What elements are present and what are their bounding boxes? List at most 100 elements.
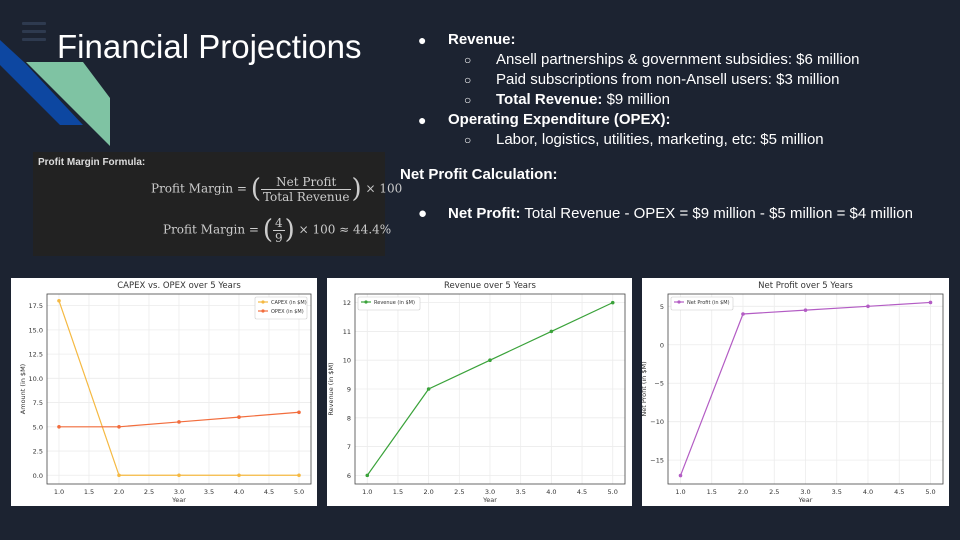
- x-tick-label: 4.0: [546, 488, 556, 496]
- y-tick-label: 5: [660, 303, 664, 311]
- legend-marker: [261, 300, 265, 304]
- y-tick-label: 17.5: [29, 302, 43, 310]
- x-tick-label: 4.5: [577, 488, 587, 496]
- formula-line-2: Profit Margin = (4 9) × 100 ≈ 44.4%: [163, 215, 392, 245]
- data-point: [177, 420, 181, 424]
- deco-blue-stripe: [0, 40, 83, 125]
- x-tick-label: 5.0: [608, 488, 618, 496]
- x-tick-label: 1.0: [362, 488, 372, 496]
- data-point: [117, 425, 121, 429]
- decorative-shapes: [0, 40, 110, 146]
- data-point: [803, 308, 808, 312]
- data-point: [57, 425, 61, 429]
- legend-box: [357, 296, 421, 311]
- data-point: [117, 473, 121, 478]
- legend-marker: [261, 309, 265, 313]
- bullet-dot-icon: ●: [418, 205, 428, 222]
- x-tick-label: 1.5: [84, 488, 94, 496]
- net-profit-heading: Net Profit Calculation:: [400, 166, 558, 183]
- y-tick-label: 10: [343, 357, 351, 365]
- x-tick-label: 1.0: [675, 488, 685, 496]
- y-tick-label: 5.0: [33, 423, 43, 431]
- data-point: [237, 415, 241, 419]
- bullet-circle-icon: ○: [464, 73, 472, 87]
- plot-frame: [667, 293, 944, 485]
- formula-heading: Profit Margin Formula:: [38, 157, 146, 168]
- data-point: [928, 300, 933, 305]
- data-point: [488, 358, 492, 363]
- data-point: [678, 473, 683, 478]
- legend-entry: CAPEX (in $M): [271, 300, 307, 306]
- net-profit-chart: 1.0 1.5 2.0 2.5 3.0 3.5 4.0 4.5 5.0 −15 −10 −5 0 5 Net…: [642, 278, 949, 506]
- formula-line-1: Profit Margin = (Net Profit Total Revenue…: [151, 174, 403, 204]
- x-tick-label: 2.5: [769, 488, 779, 496]
- y-tick-label: 12.5: [29, 351, 43, 359]
- y-tick-label: 0.0: [33, 472, 43, 480]
- x-tick-label: 4.0: [863, 488, 873, 496]
- x-tick-label: 5.0: [925, 488, 935, 496]
- bullet-opex: ● Operating Expenditure (OPEX):: [418, 111, 671, 128]
- x-tick-label: 3.5: [204, 488, 214, 496]
- y-tick-label: 15.0: [29, 326, 43, 334]
- x-tick-label: 5.0: [294, 488, 304, 496]
- data-point: [297, 473, 301, 478]
- plot-frame: [46, 293, 312, 485]
- data-point: [177, 473, 181, 478]
- y-tick-label: 11: [343, 328, 351, 336]
- x-tick-label: 3.0: [800, 488, 810, 496]
- revenue-chart: 1.0 1.5 2.0 2.5 3.0 3.5 4.0 4.5 5.0 6 7 8 9 10 11 12 Rev…: [327, 278, 632, 506]
- x-tick-label: 2.0: [423, 488, 433, 496]
- x-tick-label: 1.0: [54, 488, 64, 496]
- y-axis-label: Revenue (in $M): [327, 362, 335, 415]
- bullet-dot-icon: ●: [418, 112, 427, 128]
- x-axis-label: Year: [171, 496, 186, 504]
- chart-title: CAPEX vs. OPEX over 5 Years: [117, 281, 241, 291]
- bullet-opex-item: ○ Labor, logistics, utilities, marketing,…: [464, 131, 824, 148]
- chart-title: Revenue over 5 Years: [444, 281, 536, 291]
- bullet-circle-icon: ○: [464, 53, 472, 67]
- data-point: [549, 329, 554, 334]
- page-title: Financial Projections: [57, 28, 362, 65]
- x-tick-label: 4.5: [894, 488, 904, 496]
- y-tick-label: 2.5: [33, 448, 43, 456]
- formula-fraction: Net Profit Total Revenue: [260, 174, 352, 204]
- y-tick-label: 6: [347, 472, 351, 480]
- y-axis-label: Net Profit (in $M): [642, 361, 648, 416]
- data-point: [57, 298, 61, 303]
- bullet-revenue: ● Revenue:: [418, 31, 516, 48]
- legend-box: [670, 296, 734, 311]
- bullet-revenue-item: ○ Paid subscriptions from non-Ansell user…: [464, 71, 840, 88]
- y-tick-label: 9: [347, 386, 351, 394]
- x-tick-label: 1.5: [393, 488, 403, 496]
- y-tick-label: 8: [347, 414, 351, 422]
- x-tick-label: 2.0: [114, 488, 124, 496]
- y-axis-label: Amount (in $M): [19, 364, 27, 414]
- bullet-dot-icon: ●: [418, 32, 427, 48]
- x-axis-label: Year: [482, 496, 497, 504]
- legend-marker: [364, 300, 368, 304]
- bullet-list: ● Revenue: ○ Ansell partnerships & governm…: [400, 30, 940, 150]
- y-tick-label: 7.5: [33, 399, 43, 407]
- x-tick-label: 4.0: [234, 488, 244, 496]
- y-tick-label: 0: [660, 341, 664, 349]
- data-point: [866, 304, 870, 309]
- data-point: [610, 300, 615, 305]
- x-tick-label: 2.5: [144, 488, 154, 496]
- y-tick-label: −15: [650, 457, 664, 465]
- data-point: [741, 312, 745, 316]
- x-tick-label: 2.0: [738, 488, 748, 496]
- x-tick-label: 3.5: [832, 488, 842, 496]
- y-tick-label: −5: [654, 380, 664, 388]
- capex-opex-chart: 1.0 1.5 2.0 2.5 3.0 3.5 4.0 4.5 5.0 0.0 2.5 5.0 7.5 1…: [11, 278, 317, 506]
- legend-entry: Net Profit (in $M): [687, 300, 730, 306]
- legend-entry: Revenue (in $M): [374, 300, 415, 306]
- deco-green-stripe: [26, 62, 110, 146]
- x-tick-label: 3.0: [174, 488, 184, 496]
- x-axis-label: Year: [798, 496, 813, 504]
- menu-icon[interactable]: [22, 22, 46, 46]
- y-tick-label: 10.0: [29, 375, 43, 383]
- x-tick-label: 2.5: [454, 488, 464, 496]
- data-point: [237, 473, 241, 478]
- data-point: [426, 387, 431, 391]
